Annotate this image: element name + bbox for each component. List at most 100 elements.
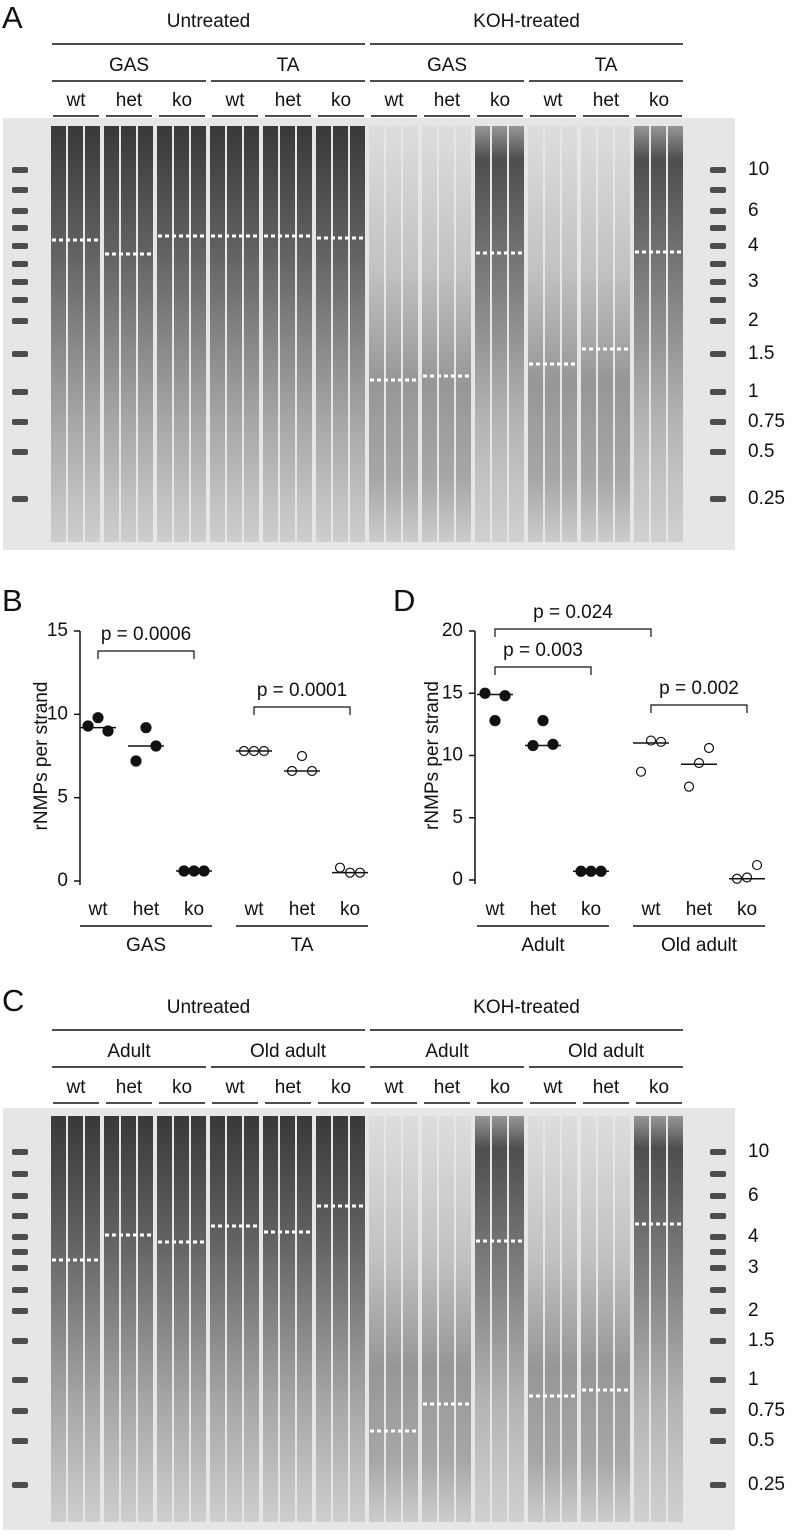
size-label: 6 xyxy=(748,1185,759,1206)
gel-lane xyxy=(297,1116,312,1522)
gel-lane xyxy=(422,126,437,542)
group-label: TA xyxy=(595,55,618,76)
ladder-band xyxy=(710,1234,726,1240)
significance-bracket xyxy=(494,628,652,637)
data-point xyxy=(499,690,511,702)
gel-lane xyxy=(651,1116,666,1522)
ladder-band xyxy=(12,1265,28,1271)
ladder-band xyxy=(12,297,28,303)
category-label: ko xyxy=(737,899,757,920)
size-label: 3 xyxy=(748,1257,759,1278)
gel-lane xyxy=(280,126,295,542)
p-value: p = 0.002 xyxy=(659,678,739,699)
ladder-band xyxy=(710,1438,726,1444)
gel-lane xyxy=(297,126,312,542)
y-tick-label: 5 xyxy=(57,787,68,808)
ladder-band xyxy=(710,389,726,395)
size-label: 2 xyxy=(748,310,759,331)
data-point xyxy=(130,755,142,767)
ladder-band xyxy=(12,243,28,249)
size-label: 3 xyxy=(748,271,759,292)
data-point xyxy=(334,862,346,873)
gel-lane xyxy=(174,126,189,542)
gel-lane xyxy=(244,1116,259,1522)
size-label: 6 xyxy=(748,200,759,221)
gel-lane xyxy=(121,1116,136,1522)
ladder-band xyxy=(710,297,726,303)
size-label: 0.25 xyxy=(748,488,785,509)
ladder-band xyxy=(710,187,726,193)
p-value: p = 0.0001 xyxy=(257,680,347,701)
gel-lane xyxy=(51,126,66,542)
category-label: ko xyxy=(184,899,204,920)
gel-lane xyxy=(615,1116,630,1522)
genotype-label: wt xyxy=(66,90,87,111)
data-point xyxy=(683,781,695,792)
category-label: wt xyxy=(485,899,506,920)
gel-lane xyxy=(545,1116,560,1522)
genotype-label: wt xyxy=(543,90,564,111)
size-label: 10 xyxy=(748,1141,769,1162)
ladder-band xyxy=(12,449,28,455)
genotype-label: wt xyxy=(384,90,405,111)
gel-lane xyxy=(668,126,683,542)
treatment-label: Untreated xyxy=(167,997,250,1018)
data-point xyxy=(296,750,308,762)
data-point xyxy=(489,715,501,727)
gel-lane xyxy=(581,126,596,542)
gel-lane xyxy=(456,126,471,542)
y-axis-label: rNMPs per strand xyxy=(31,682,52,831)
gel-lane xyxy=(157,126,172,542)
ladder-band xyxy=(710,496,726,502)
ladder-band xyxy=(710,1171,726,1177)
gel-lane xyxy=(509,126,524,542)
ladder-band xyxy=(710,1408,726,1414)
gel-lane xyxy=(562,126,577,542)
data-point xyxy=(479,687,491,699)
p-value: p = 0.024 xyxy=(533,602,613,623)
genotype-label: wt xyxy=(66,1077,87,1098)
gel-lane xyxy=(492,126,507,542)
category-label: wt xyxy=(641,899,662,920)
genotype-label: ko xyxy=(490,90,510,111)
y-tick-label: 10 xyxy=(47,703,68,724)
gel-lane xyxy=(85,126,100,542)
ladder-band xyxy=(710,279,726,285)
gel-lane xyxy=(85,1116,100,1522)
y-tick-label: 5 xyxy=(452,807,463,828)
size-label: 10 xyxy=(748,159,769,180)
data-point xyxy=(140,722,152,734)
p-value: p = 0.0006 xyxy=(101,624,191,645)
gel-lane xyxy=(668,1116,683,1522)
ladder-band xyxy=(710,351,726,357)
gel-lane xyxy=(68,1116,83,1522)
genotype-label: ko xyxy=(649,1077,669,1098)
genotype-label: het xyxy=(275,1077,302,1098)
ladder-band xyxy=(12,389,28,395)
size-label: 4 xyxy=(748,235,759,256)
genotype-label: het xyxy=(593,90,620,111)
ladder-band xyxy=(12,1213,28,1219)
category-label: ko xyxy=(340,899,360,920)
gel-lane xyxy=(104,126,119,542)
p-value: p = 0.003 xyxy=(503,640,583,661)
genotype-label: het xyxy=(434,90,461,111)
gel-lane xyxy=(651,126,666,542)
size-label: 0.5 xyxy=(748,1430,774,1451)
ladder-band xyxy=(710,167,726,173)
gel-lane xyxy=(456,1116,471,1522)
category-label: wt xyxy=(88,899,109,920)
gel-lane xyxy=(333,1116,348,1522)
gel-lane xyxy=(191,126,206,542)
data-point xyxy=(547,738,559,750)
treatment-label: Untreated xyxy=(167,11,250,32)
gel-lane xyxy=(244,126,259,542)
gel-lane xyxy=(157,1116,172,1522)
significance-bracket xyxy=(253,706,351,715)
ladder-band xyxy=(12,1438,28,1444)
panel-letter: D xyxy=(393,583,415,618)
ladder-band xyxy=(12,1408,28,1414)
ladder-band xyxy=(12,419,28,425)
ladder-band xyxy=(12,351,28,357)
